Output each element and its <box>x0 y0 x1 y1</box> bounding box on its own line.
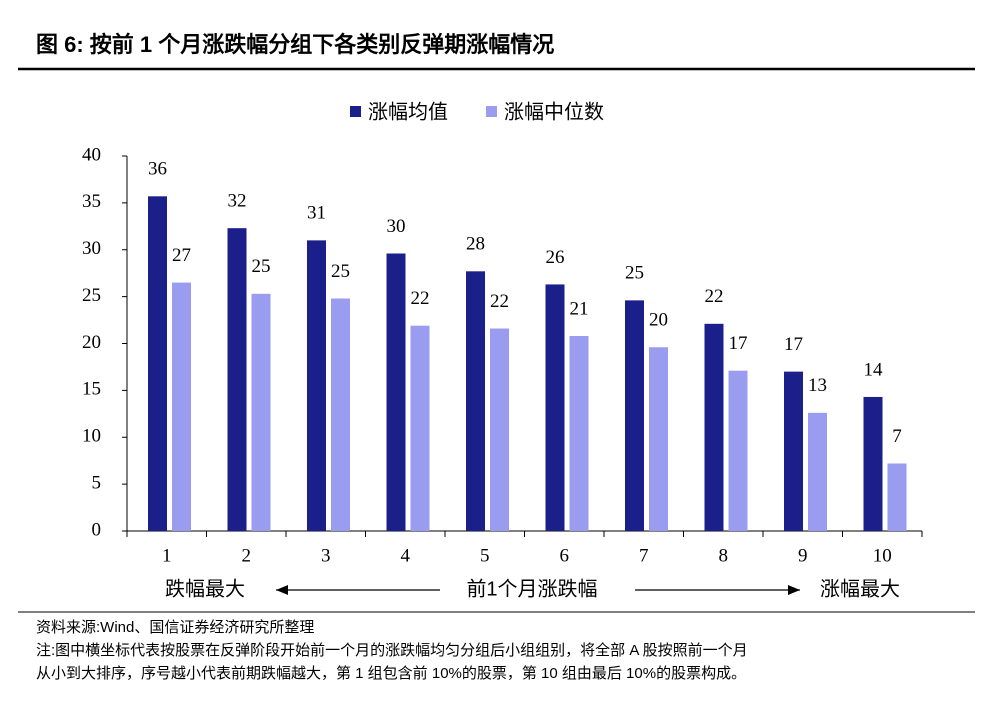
value-label: 31 <box>307 203 326 224</box>
x-tick-label: 9 <box>798 545 808 566</box>
value-label: 22 <box>490 291 509 312</box>
y-tick-label: 30 <box>82 238 101 259</box>
bar <box>386 253 406 531</box>
y-tick-label: 15 <box>82 379 101 400</box>
bar <box>728 370 748 531</box>
y-tick-label: 10 <box>82 426 101 447</box>
value-label: 20 <box>649 310 668 331</box>
bar <box>569 336 589 531</box>
value-label: 26 <box>546 247 565 268</box>
legend-swatch <box>350 106 361 117</box>
bar <box>227 228 247 531</box>
bar <box>625 300 644 531</box>
bar <box>251 293 271 531</box>
value-label: 36 <box>148 159 167 180</box>
y-tick-label: 35 <box>82 191 101 212</box>
value-label: 25 <box>331 261 350 282</box>
bar <box>410 325 430 531</box>
value-label: 25 <box>252 256 271 277</box>
bar <box>784 371 803 531</box>
bar <box>704 323 724 531</box>
value-label: 22 <box>411 288 430 309</box>
x-tick-label: 5 <box>480 545 490 566</box>
y-tick-label: 25 <box>82 285 101 306</box>
note: 注:图中横坐标代表按股票在反弹阶段开始前一个月的涨跌幅均匀分组后小组组别，将全部… <box>36 641 748 659</box>
annotation: 涨幅最大 <box>820 577 900 600</box>
bar <box>545 284 565 531</box>
bar <box>331 298 350 531</box>
value-label: 14 <box>864 359 884 380</box>
bar <box>148 196 167 531</box>
source: 资料来源:Wind、国信证券经济研究所整理 <box>36 619 314 636</box>
value-label: 28 <box>466 234 485 255</box>
value-label: 22 <box>705 286 724 307</box>
annotation: 跌幅最大 <box>165 577 245 600</box>
value-label: 21 <box>570 298 589 319</box>
value-label: 13 <box>808 375 827 396</box>
legend-label: 涨幅中位数 <box>504 100 604 123</box>
x-tick-label: 7 <box>639 545 649 566</box>
x-tick-label: 2 <box>242 545 252 566</box>
y-tick-label: 20 <box>82 332 101 353</box>
bar <box>649 347 668 531</box>
bar <box>172 282 191 531</box>
legend-label: 涨幅均值 <box>368 100 448 123</box>
arrow-head <box>788 585 800 595</box>
value-label: 17 <box>784 334 803 355</box>
y-tick-label: 0 <box>92 519 102 540</box>
note: 从小到大排序，序号越小代表前期跌幅越大，第 1 组包含前 10%的股票，第 10… <box>36 664 746 682</box>
value-label: 25 <box>625 263 644 284</box>
bar <box>808 412 827 531</box>
value-label: 27 <box>172 245 191 266</box>
x-tick-label: 8 <box>719 545 729 566</box>
x-tick-label: 6 <box>560 545 570 566</box>
x-tick-label: 1 <box>162 545 172 566</box>
x-tick-label: 3 <box>321 545 331 566</box>
bar <box>490 328 509 531</box>
value-label: 32 <box>228 191 247 212</box>
bar <box>887 463 907 531</box>
bar <box>307 240 326 531</box>
value-label: 17 <box>729 333 748 354</box>
legend-swatch <box>486 106 497 117</box>
arrow-head <box>276 585 288 595</box>
x-tick-label: 10 <box>873 545 892 566</box>
bar <box>863 396 883 531</box>
annotation: 前1个月涨跌幅 <box>466 577 597 600</box>
value-label: 30 <box>387 216 406 237</box>
y-tick-label: 40 <box>82 144 101 165</box>
figure-title: 图 6: 按前 1 个月涨跌幅分组下各类别反弹期涨幅情况 <box>36 32 554 57</box>
value-label: 7 <box>892 426 902 447</box>
y-tick-label: 5 <box>92 472 102 493</box>
x-tick-label: 4 <box>401 545 411 566</box>
bar <box>466 271 485 531</box>
